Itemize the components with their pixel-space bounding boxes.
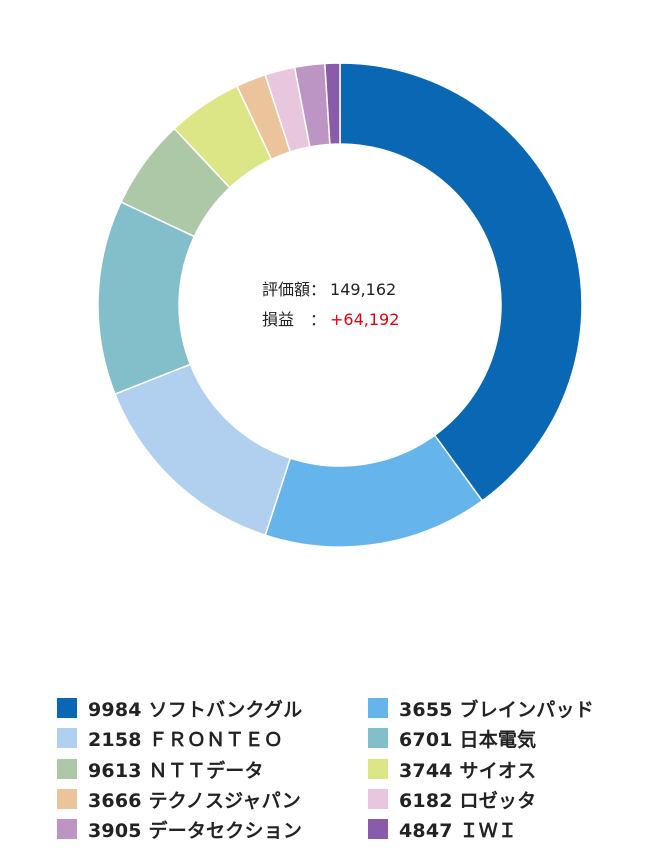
legend-item[interactable]: 2158 ＦＲＯＮＴＥＯ [57,724,283,752]
legend-swatch [57,759,77,779]
pnl-text: 損益 ： +64,192 [262,310,399,329]
legend-label: 4847 ＩＷＩ [399,819,518,842]
legend-label: 2158 ＦＲＯＮＴＥＯ [88,728,283,751]
slice-1[interactable] [339,62,583,502]
legend-item[interactable]: 4847 ＩＷＩ [368,815,517,843]
pnl-value: +64,192 [330,310,399,329]
donut-chart: 評価額： 149,162 損益 ： +64,192 [97,62,583,548]
slice-4[interactable] [97,200,196,396]
legend-swatch [368,759,388,779]
legend-item[interactable]: 9613 ＮＴＴデータ [57,755,264,783]
valuation-label: 評価額： [262,280,326,299]
legend-swatch [368,698,388,718]
legend-swatch [368,789,388,809]
legend-swatch [57,789,77,809]
donut-slices [97,62,583,548]
valuation-text: 評価額： 149,162 [262,280,396,299]
slice-3[interactable] [114,363,292,537]
legend-label: 6182 ロゼッタ [399,789,537,812]
legend-item[interactable]: 3744 サイオス [368,755,536,783]
valuation-value: 149,162 [330,280,396,299]
legend-label: 6701 日本電気 [399,728,537,751]
pnl-label: 損益 ： [262,310,326,329]
legend-label: 3655 ブレインパッド [399,698,594,721]
legend-item[interactable]: 3655 ブレインパッド [368,694,594,722]
legend-label: 3744 サイオス [399,759,537,782]
legend-item[interactable]: 3905 データセクション [57,815,302,843]
legend-swatch [57,698,77,718]
legend-swatch [57,819,77,839]
legend-label: 9984 ソフトバンクグル [88,698,303,721]
legend-swatch [57,728,77,748]
slice-10[interactable] [324,62,341,146]
legend-label: 3905 データセクション [88,819,303,842]
legend-label: 9613 ＮＴＴデータ [88,759,264,782]
legend-swatch [368,819,388,839]
legend-swatch [368,728,388,748]
legend-label: 3666 テクノスジャパン [88,789,301,812]
legend-item[interactable]: 6182 ロゼッタ [368,785,536,813]
legend-item[interactable]: 6701 日本電気 [368,724,536,752]
legend-item[interactable]: 3666 テクノスジャパン [57,785,301,813]
legend-item[interactable]: 9984 ソフトバンクグル [57,694,302,722]
